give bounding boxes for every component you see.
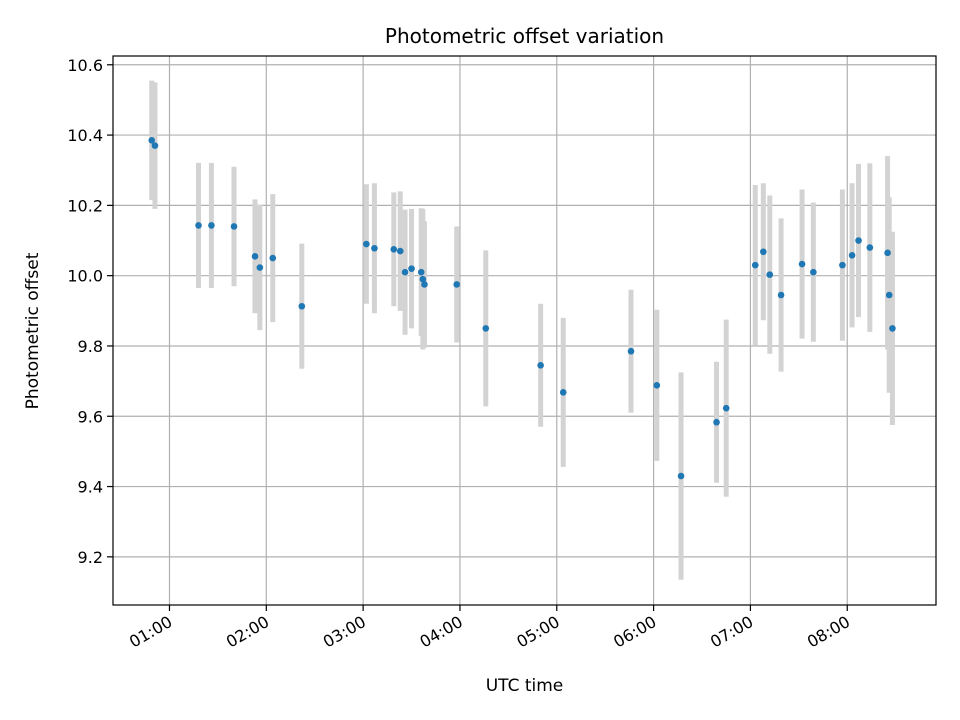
data-point [363, 240, 370, 248]
y-tick-label: 9.8 [78, 337, 103, 356]
data-point [855, 237, 862, 244]
data-point [777, 291, 785, 299]
y-tick-label: 9.2 [78, 548, 103, 567]
data-point [722, 404, 730, 412]
data-point [848, 251, 856, 259]
data-point [401, 268, 409, 276]
data-point [251, 253, 259, 260]
data-point [884, 249, 891, 257]
data-point [298, 302, 306, 310]
data-point [537, 361, 544, 369]
grid [113, 56, 936, 605]
data-point [269, 254, 277, 262]
data-point [889, 325, 896, 332]
data-point [421, 281, 428, 288]
data-point [627, 347, 635, 355]
data-point [866, 244, 874, 251]
data-point [230, 223, 238, 230]
data-point [885, 291, 893, 299]
data-point [798, 260, 806, 268]
y-tick-label: 9.6 [78, 407, 103, 426]
y-tick-label: 9.4 [78, 478, 103, 497]
y-tick-label: 10.2 [67, 196, 103, 215]
data-point [766, 271, 774, 278]
data-point [653, 382, 661, 389]
data-points [148, 137, 896, 480]
data-point [760, 248, 767, 256]
y-axis: 9.2 9.4 9.6 9.8 10.0 10.2 10.4 10.6 [67, 56, 113, 567]
data-point [208, 222, 215, 229]
y-tick-label: 10.6 [67, 56, 103, 75]
data-point [408, 265, 415, 272]
data-point [195, 222, 202, 229]
data-point [713, 418, 720, 426]
chart-title: Photometric offset variation [385, 24, 664, 48]
data-point [256, 264, 264, 271]
data-point [151, 142, 159, 149]
data-point [148, 137, 156, 144]
data-point [417, 268, 425, 276]
data-point [419, 275, 427, 283]
y-tick-label: 10.0 [67, 267, 103, 286]
data-point [453, 281, 461, 288]
y-axis-label: Photometric offset [23, 252, 43, 409]
data-point [751, 261, 759, 269]
data-point [559, 389, 567, 396]
plot-frame [112, 55, 937, 606]
data-point [390, 246, 398, 253]
data-point [839, 261, 846, 269]
data-point [677, 472, 685, 480]
data-point [482, 325, 490, 332]
y-tick-label: 10.4 [67, 126, 103, 145]
x-axis-label: UTC time [486, 676, 564, 696]
data-point [396, 247, 404, 255]
data-point [810, 268, 817, 276]
data-point [371, 244, 378, 252]
